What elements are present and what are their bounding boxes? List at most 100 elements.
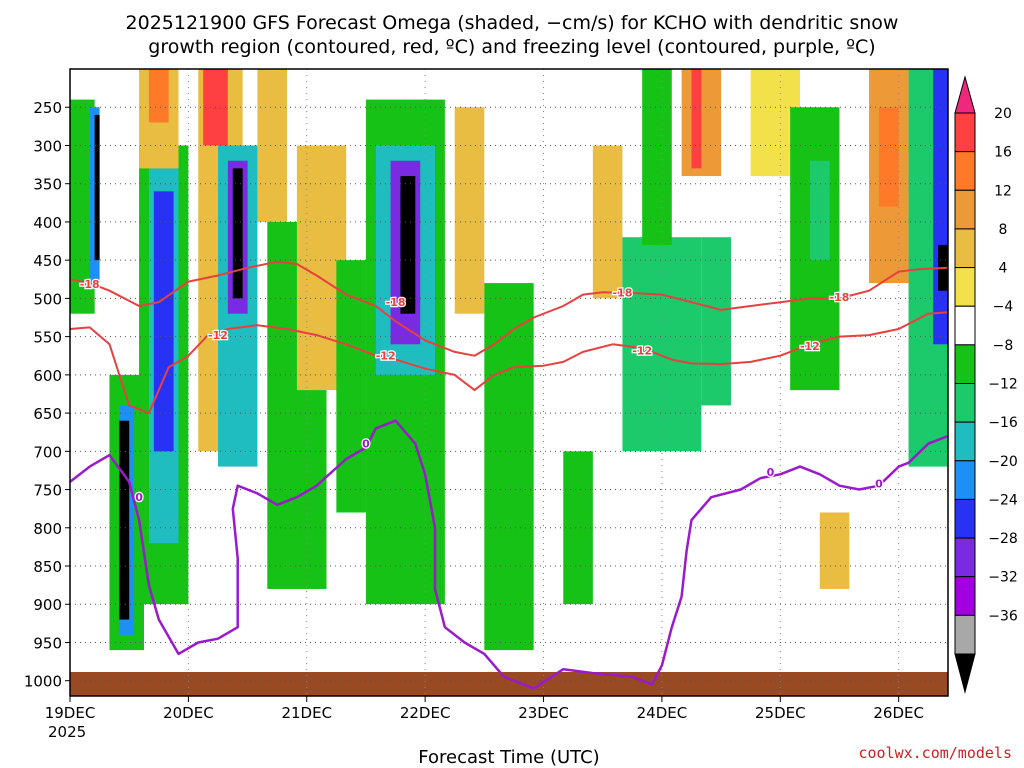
y-tick-label: 950 [33,634,62,652]
contour--12 [69,311,949,415]
x-tick-label: 23DEC [518,704,569,722]
omega-cell [484,283,534,651]
omega-cell [94,114,100,261]
y-tick-label: 550 [33,329,62,347]
x-axis: 19DEC 20DEC 21DEC 22DEC 23DEC 24DEC 25DEC 26DEC [45,696,924,722]
colorbar-box [954,267,976,307]
colorbar-box [954,498,976,539]
y-tick-label: 450 [33,252,62,270]
omega-cell [622,237,702,452]
contour-label: -18 [80,278,100,291]
omega-cell [148,69,169,123]
contour-label: -12 [208,329,228,342]
chart-title-line-1: 2025121900 GFS Forecast Omega (shaded, −… [126,12,899,34]
x-tick-label: 22DEC [400,704,451,722]
colorbar-label: 8 [999,222,1008,238]
y-tick-label: 400 [33,214,62,232]
colorbar-label: 4 [999,261,1008,277]
y-tick-label: 900 [33,596,62,614]
contour-label: -12 [632,344,652,357]
contour-label: 0 [767,466,775,479]
y-tick-label: 500 [33,290,62,308]
colorbar-box [954,460,976,500]
omega-cell [232,168,243,299]
colorbar-top-arrow [954,75,976,114]
omega-cell [454,107,485,314]
colorbar-box [954,344,976,385]
omega-cell [691,69,702,169]
contour--18 [69,260,949,357]
y-tick-label: 700 [33,443,62,461]
colorbar-label: −20 [988,454,1018,470]
colorbar-label: −4 [993,299,1014,315]
y-tick-label: 800 [33,520,62,538]
omega-cell [592,145,623,299]
contour-label: 0 [362,438,370,451]
contour-lines: -18 -18 -18 -18 -12 -12 -12 -12 0 0 0 0 [69,260,949,690]
omega-cell [933,69,948,345]
colorbar-label: −24 [988,492,1018,508]
colorbar-bottom-arrow [954,653,976,694]
x-tick-label: 21DEC [281,704,332,722]
colorbar-label: −8 [993,338,1014,354]
colorbar-box [954,305,976,346]
omega-cell [336,260,366,513]
y-tick-label: 350 [33,176,62,194]
colorbar-box [954,112,976,153]
omega-cell [701,237,731,406]
contour-label: -18 [830,291,850,304]
y-tick-label: 250 [33,99,62,117]
colorbar-box [954,151,976,191]
colorbar-label: −16 [988,415,1018,431]
x-axis-title: Forecast Time (UTC) [418,747,599,768]
x-tick-label: 19DEC [45,704,96,722]
colorbar-label: 20 [994,106,1012,122]
colorbar-label: −28 [988,531,1018,547]
x-axis-year: 2025 [48,723,86,741]
contour-0 [69,419,949,690]
omega-cell [819,512,850,589]
contour-label: -18 [386,296,406,309]
omega-cell [257,69,288,222]
colorbar-box [954,537,976,578]
omega-cell [642,69,672,245]
plot-frame [69,68,949,697]
colorbar-box [954,383,976,423]
colorbar-box [954,576,976,616]
x-tick-label: 25DEC [755,704,806,722]
omega-cell [400,176,416,314]
y-tick-label: 750 [33,482,62,500]
x-tick-label: 26DEC [873,704,924,722]
colorbar-box [954,421,976,462]
contour-label: -18 [613,286,633,299]
contour-label: 0 [135,491,143,504]
ground-terrain [70,672,948,696]
colorbar-label: −12 [988,377,1018,393]
omega-cell [119,420,130,620]
x-tick-label: 24DEC [637,704,688,722]
omega-cell [809,160,830,261]
colorbar-label: −36 [988,608,1018,624]
omega-cell [563,451,593,605]
credit-link[interactable]: coolwx.com/models [858,744,1012,762]
colorbar-label: −32 [988,570,1018,586]
colorbar-box [954,189,976,230]
y-tick-label: 600 [33,367,62,385]
y-tick-label: 650 [33,405,62,423]
y-tick-label: 1000 [24,673,62,691]
colorbar-box [954,614,976,655]
chart-title-line-2: growth region (contoured, red, ºC) and f… [148,36,875,58]
contour-label: -12 [800,340,820,353]
colorbar: 20 16 12 8 4 −4 −8 −12 −16 −20 −24 −28 −32 −36 [954,75,1018,694]
y-axis: 250 300 350 400 450 500 550 600 650 700 750 800 850 9… [24,99,70,691]
y-tick-label: 850 [33,558,62,576]
colorbar-label: 16 [994,145,1012,161]
contour-label: -12 [376,350,396,363]
omega-cell [878,107,899,207]
contour-label: 0 [875,477,883,490]
plot-area: -18 -18 -18 -18 -12 -12 -12 -12 0 0 0 0 [69,68,949,697]
x-tick-label: 20DEC [163,704,214,722]
colorbar-label: 12 [994,183,1012,199]
colorbar-box [954,228,976,269]
